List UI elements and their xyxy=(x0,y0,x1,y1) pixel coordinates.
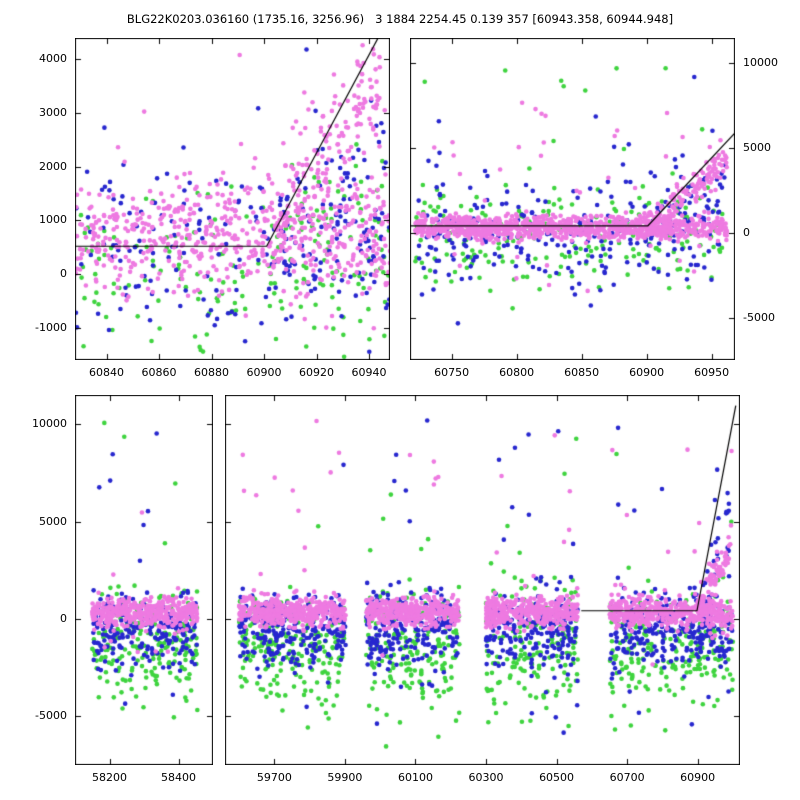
y-tick-label: 10000 xyxy=(743,56,778,70)
x-tick-label: 60900 xyxy=(629,366,665,379)
y-tick-label: 10000 xyxy=(32,417,67,431)
x-tick-label: 60100 xyxy=(397,771,433,784)
x-tick-label: 58200 xyxy=(92,771,127,784)
x-tick-label: 60500 xyxy=(539,771,575,784)
plot-panel-top-left xyxy=(75,38,390,360)
y-tick-label: 1000 xyxy=(39,213,67,227)
x-tick-label: 60950 xyxy=(694,366,730,379)
x-tick-label: 58400 xyxy=(161,771,196,784)
figure-title: BLG22K0203.036160 (1735.16, 3256.96) 3 1… xyxy=(126,12,674,26)
y-tick-label: 3000 xyxy=(39,106,67,120)
x-tick-label: 59700 xyxy=(256,771,292,784)
plot-panel-bottom-left xyxy=(75,395,213,765)
y-tick-label: 0 xyxy=(743,225,750,239)
y-tick-label: 2000 xyxy=(39,159,67,173)
x-tick-label: 60940 xyxy=(351,366,387,379)
y-tick-label: 4000 xyxy=(39,52,67,66)
x-tick-label: 60860 xyxy=(141,366,177,379)
x-tick-label: 60700 xyxy=(609,771,645,784)
y-tick-label: 0 xyxy=(60,611,67,625)
x-tick-label: 60880 xyxy=(194,366,229,379)
y-tick-label: 5000 xyxy=(743,141,771,155)
y-tick-label: 0 xyxy=(60,267,67,281)
x-tick-label: 60840 xyxy=(89,366,124,379)
y-tick-label: -1000 xyxy=(35,320,67,334)
x-tick-label: 60900 xyxy=(680,771,716,784)
x-tick-label: 60850 xyxy=(564,366,600,379)
y-tick-label: 5000 xyxy=(39,514,67,528)
x-tick-label: 60300 xyxy=(468,771,504,784)
x-tick-label: 60750 xyxy=(434,366,470,379)
x-tick-label: 59900 xyxy=(327,771,363,784)
y-tick-label: -5000 xyxy=(35,709,67,723)
x-tick-label: 60800 xyxy=(499,366,535,379)
x-tick-label: 60900 xyxy=(246,366,282,379)
plot-panel-top-right xyxy=(410,38,735,360)
x-tick-label: 60920 xyxy=(299,366,334,379)
plot-panel-bottom-right xyxy=(225,395,740,765)
y-tick-label: -5000 xyxy=(743,310,775,324)
